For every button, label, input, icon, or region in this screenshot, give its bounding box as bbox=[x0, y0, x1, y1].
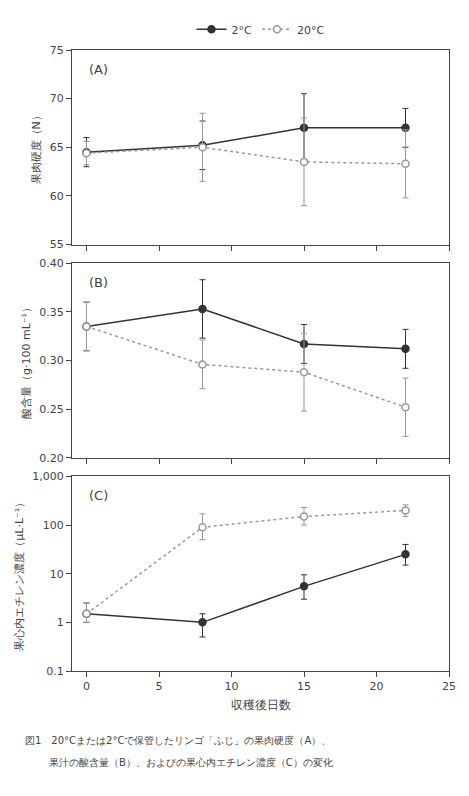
svg-text:100: 100 bbox=[43, 519, 64, 532]
svg-text:20°C: 20°C bbox=[297, 24, 324, 37]
svg-text:0.30: 0.30 bbox=[39, 354, 64, 367]
svg-text:0.1: 0.1 bbox=[46, 665, 64, 678]
svg-text:果肉硬度（N）: 果肉硬度（N） bbox=[30, 110, 43, 184]
svg-text:0.25: 0.25 bbox=[39, 403, 64, 416]
svg-text:60: 60 bbox=[50, 190, 64, 203]
svg-text:20: 20 bbox=[370, 680, 384, 693]
svg-text:0.20: 0.20 bbox=[39, 452, 64, 465]
svg-text:70: 70 bbox=[50, 92, 64, 105]
svg-text:2°C: 2°C bbox=[232, 24, 252, 37]
svg-text:果心内エチレン濃度（μL·L⁻¹）: 果心内エチレン濃度（μL·L⁻¹） bbox=[13, 497, 26, 651]
svg-text:1,000: 1,000 bbox=[32, 470, 64, 483]
svg-text:(C): (C) bbox=[89, 488, 108, 503]
svg-text:15: 15 bbox=[297, 680, 311, 693]
svg-text:(B): (B) bbox=[89, 275, 108, 290]
svg-text:0: 0 bbox=[83, 680, 90, 693]
svg-text:65: 65 bbox=[50, 141, 64, 154]
svg-text:収穫後日数: 収穫後日数 bbox=[231, 698, 291, 712]
svg-text:10: 10 bbox=[225, 680, 239, 693]
svg-text:(A): (A) bbox=[89, 62, 108, 77]
svg-text:酸含量（g·100 mL⁻¹）: 酸含量（g·100 mL⁻¹） bbox=[20, 302, 33, 419]
svg-text:75: 75 bbox=[50, 44, 64, 57]
svg-text:55: 55 bbox=[50, 238, 64, 251]
svg-text:0.40: 0.40 bbox=[39, 257, 64, 270]
svg-text:0.35: 0.35 bbox=[39, 306, 64, 319]
svg-text:10: 10 bbox=[50, 568, 64, 581]
svg-text:果汁の酸含量（B）、およびの果心内エチレン濃度（C）の変化: 果汁の酸含量（B）、およびの果心内エチレン濃度（C）の変化 bbox=[49, 757, 333, 768]
svg-text:1: 1 bbox=[57, 616, 64, 629]
svg-text:5: 5 bbox=[156, 680, 163, 693]
svg-text:25: 25 bbox=[442, 680, 456, 693]
svg-text:図1 20°Cまたは2°Cで保管したリンゴ「ふじ」の果肉硬度: 図1 20°Cまたは2°Cで保管したリンゴ「ふじ」の果肉硬度（A）、 bbox=[25, 735, 331, 746]
